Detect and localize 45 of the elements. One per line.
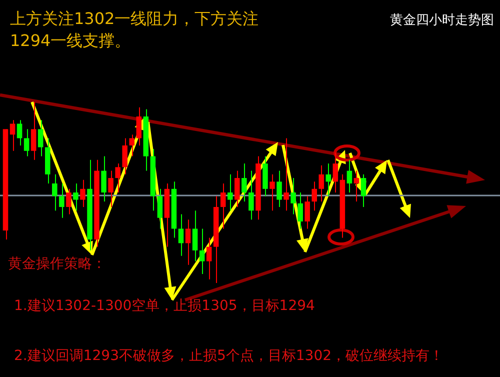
candlestick xyxy=(284,138,289,212)
candlestick xyxy=(73,182,78,212)
candlestick xyxy=(192,210,198,262)
candlestick xyxy=(108,170,114,208)
text: 1.建议1302-1300空单，止损1305，目标1294 xyxy=(14,297,315,315)
candlestick xyxy=(248,170,254,220)
candlestick xyxy=(318,164,324,202)
candlestick xyxy=(80,179,86,208)
candlestick xyxy=(52,174,58,212)
candlestick xyxy=(242,163,247,202)
candlestick xyxy=(185,219,191,266)
candlestick xyxy=(304,196,310,230)
candlestick xyxy=(59,182,64,218)
text: 2.建议回调1293不破做多，止损5个点，目标1302，破位继续持有！ xyxy=(14,347,444,365)
candlestick xyxy=(129,134,134,157)
text: 黄金四小时走势图 xyxy=(390,12,494,29)
candlestick xyxy=(298,192,303,230)
candlestick xyxy=(220,182,226,230)
candlestick xyxy=(312,181,317,212)
candlestick xyxy=(136,106,142,146)
candlestick xyxy=(270,174,275,212)
candlestick xyxy=(10,120,16,152)
candlestick xyxy=(346,159,352,193)
candlestick xyxy=(16,120,22,146)
candlestick xyxy=(206,237,212,280)
candlestick xyxy=(24,128,30,157)
candlestick xyxy=(360,174,366,208)
candlestick xyxy=(178,214,184,256)
candlestick xyxy=(115,163,120,193)
candlestick xyxy=(30,102,36,160)
candlestick xyxy=(157,188,163,230)
candlestick xyxy=(326,163,332,197)
candlestick xyxy=(227,174,233,212)
candlestick xyxy=(276,170,282,208)
annotation: 黄金操作策略： xyxy=(8,255,106,273)
candlestick xyxy=(234,170,240,208)
candlestick xyxy=(332,152,338,193)
candlestick xyxy=(199,228,205,274)
candlestick xyxy=(122,138,128,175)
candlestick xyxy=(354,170,360,202)
candlestick xyxy=(290,178,296,215)
candlestick xyxy=(101,156,106,202)
candlestick xyxy=(66,188,72,215)
candlestick xyxy=(38,120,44,157)
chart-title: 上方关注1302一线阻力，下方关注1294一线支撑。 xyxy=(10,8,260,52)
